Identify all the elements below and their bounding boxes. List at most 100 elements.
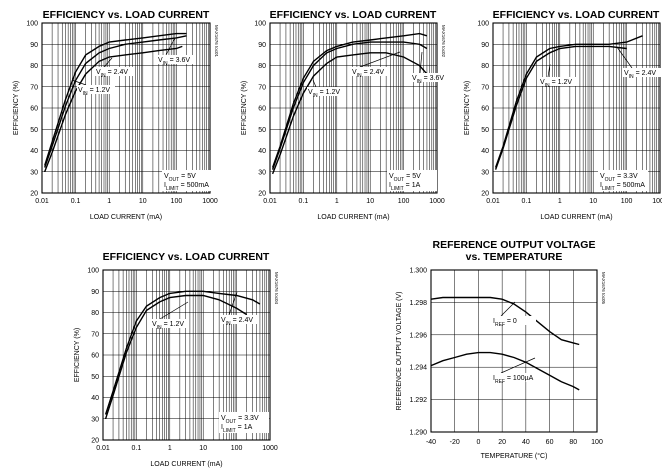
gridlines xyxy=(41,22,210,194)
chart-title: EFFICIENCY vs. LOAD CURRENT xyxy=(493,9,660,21)
conditions-bg xyxy=(219,412,269,433)
condition-label: VOUT = 3.3V xyxy=(221,415,259,425)
plot-frame xyxy=(492,22,661,194)
x-tick-label: 20 xyxy=(498,439,506,446)
x-axis-label: LOAD CURRENT (mA) xyxy=(150,461,222,468)
x-tick-label: 100 xyxy=(171,198,183,205)
y-tick-label: 60 xyxy=(91,353,99,360)
series-annotation: VIN = 1.2V xyxy=(78,87,110,97)
x-tick-label: 10 xyxy=(366,198,374,205)
x-tick-label: 1 xyxy=(558,198,562,205)
y-tick-label: 80 xyxy=(258,63,266,70)
annotation-arrow xyxy=(165,37,176,56)
x-tick-label: 100 xyxy=(231,445,243,452)
y-axis-label: EFFICIENCY (%) xyxy=(13,81,20,135)
y-tick-label: 20 xyxy=(91,438,99,445)
condition-label: VOUT = 5V xyxy=(389,173,421,183)
annotation-bg xyxy=(151,319,189,328)
x-tick-label: 1 xyxy=(335,198,339,205)
y-tick-label: 50 xyxy=(91,374,99,381)
y-tick-label: 80 xyxy=(91,310,99,317)
annotation-bg xyxy=(623,68,661,77)
annotation-arrow xyxy=(616,46,633,69)
x-tick-label: 0.01 xyxy=(35,198,49,205)
figure-id-label: MAX1676 toc04 xyxy=(274,272,279,305)
y-tick-label: 100 xyxy=(477,21,489,28)
x-tick-label: 0.1 xyxy=(299,198,309,205)
series-annotation: VIN = 3.6V xyxy=(158,57,190,67)
x-tick-label: 0.1 xyxy=(132,445,142,452)
series-line xyxy=(104,290,261,415)
x-tick-label: 0.1 xyxy=(522,198,532,205)
annotation-bg xyxy=(539,77,577,86)
conditions-bg xyxy=(598,170,648,191)
x-tick-label: -20 xyxy=(450,439,460,446)
annotation-arrow xyxy=(71,79,87,86)
x-tick-label: 10 xyxy=(199,445,207,452)
y-tick-label: 70 xyxy=(481,84,489,91)
conditions-bg xyxy=(162,170,212,191)
annotation-arrow xyxy=(228,291,238,316)
annotation-arrow xyxy=(547,63,551,78)
series-annotation: IREF = 100µA xyxy=(493,375,534,385)
x-tick-label: 1000 xyxy=(429,198,445,205)
y-tick-label: 70 xyxy=(91,331,99,338)
y-tick-label: 40 xyxy=(481,148,489,155)
plot-frame xyxy=(269,22,438,194)
chart-title: EFFICIENCY vs. LOAD CURRENT xyxy=(43,9,210,21)
series-line xyxy=(430,296,580,346)
annotation-arrow xyxy=(500,301,516,317)
x-tick-label: -40 xyxy=(426,439,436,446)
y-tick-label: 70 xyxy=(30,84,38,91)
annotation-arrow xyxy=(419,51,423,74)
series-annotation: VIN = 2.4V xyxy=(221,317,253,327)
chart-subtitle: vs. TEMPERATURE xyxy=(466,251,563,263)
y-tick-label: 100 xyxy=(26,21,38,28)
y-tick-label: 100 xyxy=(254,21,266,28)
series-annotation: VIN = 2.4V xyxy=(96,69,128,79)
gridlines xyxy=(492,22,660,194)
y-tick-label: 1.296 xyxy=(409,332,427,339)
y-axis-label: EFFICIENCY (%) xyxy=(74,328,81,382)
figure-id-label: MAX1676 toc01 xyxy=(214,25,219,58)
y-tick-label: 1.294 xyxy=(409,365,427,372)
series-line xyxy=(430,351,580,391)
series-annotation: VIN = 2.4V xyxy=(352,69,384,79)
y-axis-label: EFFICIENCY (%) xyxy=(464,81,471,135)
x-tick-label: 0.01 xyxy=(96,445,110,452)
series-line xyxy=(494,35,643,168)
chart-title: EFFICIENCY vs. LOAD CURRENT xyxy=(270,9,437,21)
y-tick-label: 30 xyxy=(481,169,489,176)
series-annotation: VIN = 2.4V xyxy=(624,70,656,80)
series-annotation: VIN = 1.2V xyxy=(152,321,184,331)
series-line xyxy=(494,45,627,170)
x-tick-label: 0.01 xyxy=(263,198,277,205)
series-line xyxy=(271,32,428,168)
gridlines xyxy=(430,269,598,433)
y-axis-label: EFFICIENCY (%) xyxy=(241,81,248,135)
chart-title: EFFICIENCY vs. LOAD CURRENT xyxy=(103,251,270,263)
series-annotation: VIN = 1.2V xyxy=(540,79,572,89)
condition-label: ILIMIT = 500mA xyxy=(600,182,645,192)
annotation-bg xyxy=(351,67,389,76)
y-tick-label: 80 xyxy=(30,63,38,70)
x-axis-label: LOAD CURRENT (mA) xyxy=(90,214,162,221)
gridlines xyxy=(269,22,437,194)
chart-panel: EFFICIENCY vs. LOAD CURRENT 0.01 0.1 1 10 100… xyxy=(464,9,662,221)
y-tick-label: 30 xyxy=(91,416,99,423)
annotation-arrow xyxy=(103,57,113,68)
annotation-arrow xyxy=(159,301,189,320)
y-tick-label: 40 xyxy=(91,395,99,402)
x-tick-label: 10 xyxy=(139,198,147,205)
annotation-bg xyxy=(492,316,536,325)
conditions-bg xyxy=(387,170,437,191)
y-tick-label: 1.300 xyxy=(409,268,427,275)
x-tick-label: 0.01 xyxy=(486,198,500,205)
series-annotation: VIN = 1.2V xyxy=(308,89,340,99)
x-tick-label: 100 xyxy=(591,439,603,446)
y-tick-label: 60 xyxy=(30,106,38,113)
series-annotation: IREF = 0 xyxy=(493,318,517,328)
x-tick-label: 1000 xyxy=(262,445,278,452)
series-line xyxy=(44,32,187,166)
series-line xyxy=(44,35,187,168)
